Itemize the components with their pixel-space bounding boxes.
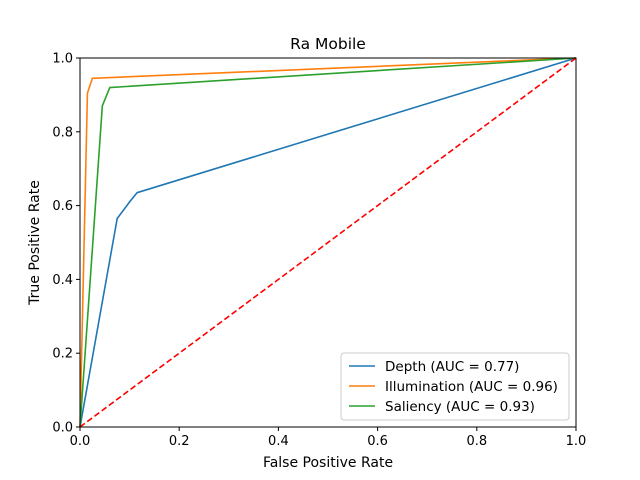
x-tick-label: 0.8: [466, 434, 487, 449]
series-line-1: [79, 57, 577, 428]
y-axis-label: True Positive Rate: [27, 180, 43, 306]
y-tick-label: 0.0: [52, 421, 73, 436]
plot-frame: [79, 57, 577, 428]
legend-label-0: Depth (AUC = 0.77): [385, 359, 519, 375]
legend-label-1: Illumination (AUC = 0.96): [385, 379, 558, 395]
series-line-2: [79, 57, 577, 428]
legend-box: [340, 352, 570, 421]
y-tick-label: 0.4: [52, 273, 73, 288]
x-tick-label: 0.0: [70, 434, 91, 449]
x-axis-label: False Positive Rate: [263, 455, 393, 471]
axis-ticks: 0.0 0.2 0.4 0.6 0.8 1.0 0.0 0.2 0.4 0.6 0.8 1.0: [52, 52, 586, 450]
series-line-0: [79, 57, 577, 428]
y-tick-label: 1.0: [52, 52, 73, 67]
legend-label-2: Saliency (AUC = 0.93): [385, 399, 535, 415]
x-tick-label: 0.6: [367, 434, 388, 449]
x-tick-label: 0.4: [268, 434, 289, 449]
reference-diagonal-line: [79, 57, 577, 428]
plot-area: [79, 57, 577, 428]
y-tick-label: 0.8: [52, 125, 73, 140]
y-tick-label: 0.6: [52, 199, 73, 214]
x-tick-label: 0.2: [169, 434, 190, 449]
legend: Depth (AUC = 0.77) Illumination (AUC = 0.…: [340, 352, 570, 421]
x-tick-label: 1.0: [566, 434, 587, 449]
y-tick-label: 0.2: [52, 347, 73, 362]
chart-title: Ra Mobile: [290, 35, 366, 53]
